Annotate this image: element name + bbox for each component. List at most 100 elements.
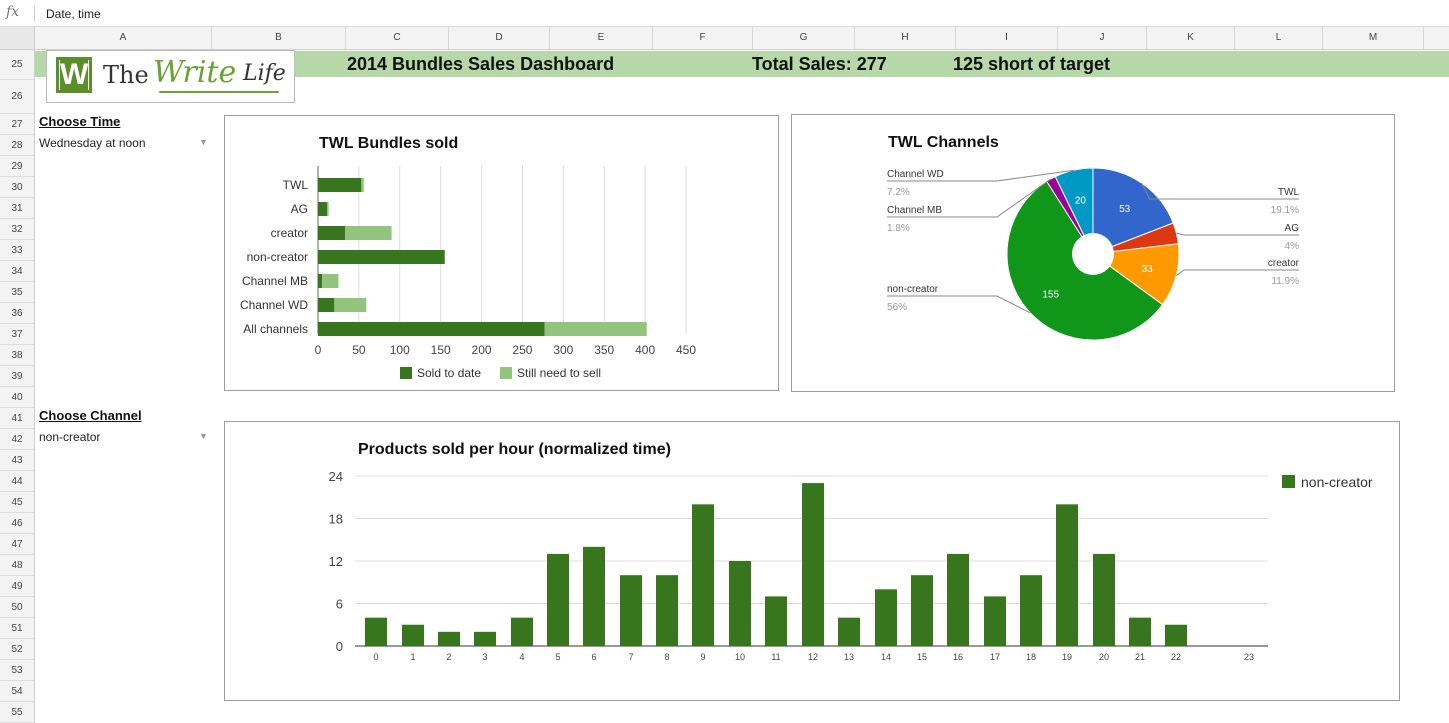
row-header-43[interactable]: 43 [0, 450, 34, 471]
logo-mark: W [56, 57, 92, 93]
bar-sold-to-date [318, 202, 327, 216]
bar-still-need-to-sell [344, 226, 392, 240]
hour-bar [656, 575, 678, 646]
row-header-36[interactable]: 36 [0, 303, 34, 324]
y-tick-label: 24 [329, 469, 343, 484]
x-tick-label: 6 [591, 652, 596, 662]
row-header-45[interactable]: 45 [0, 492, 34, 513]
column-header-k[interactable]: K [1147, 27, 1235, 49]
column-header-i[interactable]: I [956, 27, 1058, 49]
column-header-h[interactable]: H [855, 27, 956, 49]
hour-bar [620, 575, 642, 646]
hour-bar [729, 561, 751, 646]
hour-bar [692, 504, 714, 646]
column-header-d[interactable]: D [449, 27, 550, 49]
category-label: TWL [283, 178, 309, 192]
column-header-g[interactable]: G [753, 27, 855, 49]
row-header-30[interactable]: 30 [0, 177, 34, 198]
row-header-40[interactable]: 40 [0, 387, 34, 408]
formula-input[interactable]: Date, time [46, 7, 101, 21]
x-tick-label: 300 [553, 343, 573, 357]
row-header-37[interactable]: 37 [0, 324, 34, 345]
select-all-corner[interactable] [0, 27, 35, 49]
row-header-33[interactable]: 33 [0, 240, 34, 261]
time-select[interactable]: Wednesday at noon [39, 136, 146, 150]
row-header-26[interactable]: 26 [0, 80, 34, 114]
row-header-53[interactable]: 53 [0, 660, 34, 681]
row-header-49[interactable]: 49 [0, 576, 34, 597]
x-tick-label: 200 [472, 343, 492, 357]
products-per-hour-chart[interactable]: Products sold per hour (normalized time)… [224, 421, 1400, 701]
pie-legend-label: creator [1268, 258, 1300, 269]
pie-legend-label: non-creator [887, 284, 939, 295]
channels-pie-chart[interactable]: TWL Channels 53 33 155 20 TWL 19.1% AG 4% creator… [791, 114, 1395, 392]
channel-select[interactable]: non-creator [39, 430, 101, 444]
leader-line [1175, 269, 1299, 277]
hour-bar [1020, 575, 1042, 646]
row-header-52[interactable]: 52 [0, 639, 34, 660]
row-header-41[interactable]: 41 [0, 408, 34, 429]
row-header-25[interactable]: 25 [0, 50, 34, 80]
row-header-55[interactable]: 55 [0, 702, 34, 723]
hour-bar [1056, 504, 1078, 646]
pie-legend-label: AG [1285, 223, 1300, 234]
row-header-48[interactable]: 48 [0, 555, 34, 576]
leader-line [887, 295, 1031, 314]
hour-bar [438, 631, 460, 646]
row-header-46[interactable]: 46 [0, 513, 34, 534]
row-header-39[interactable]: 39 [0, 366, 34, 387]
column-header-e[interactable]: E [550, 27, 653, 49]
row-header-50[interactable]: 50 [0, 597, 34, 618]
x-tick-label: 13 [844, 652, 854, 662]
legend-label: non-creator [1301, 474, 1373, 490]
row-header-42[interactable]: 42 [0, 429, 34, 450]
column-header-l[interactable]: L [1235, 27, 1323, 49]
category-label: All channels [243, 322, 308, 336]
row-header-27[interactable]: 27 [0, 114, 34, 135]
bar-still-need-to-sell [361, 178, 364, 192]
row-header-51[interactable]: 51 [0, 618, 34, 639]
legend-swatch [400, 367, 412, 379]
row-header-28[interactable]: 28 [0, 135, 34, 156]
y-tick-label: 6 [336, 597, 343, 612]
y-tick-label: 12 [329, 554, 343, 569]
row-header-54[interactable]: 54 [0, 681, 34, 702]
row-header-47[interactable]: 47 [0, 534, 34, 555]
row-headers: 25 26 27 28 29 30 31 32 33 34 35 36 37 38 39 40 41 42 43 44… [0, 50, 35, 723]
category-label: non-creator [247, 250, 308, 264]
bar-still-need-to-sell [544, 322, 647, 336]
x-tick-label: 21 [1135, 652, 1145, 662]
row-header-29[interactable]: 29 [0, 156, 34, 177]
row-header-32[interactable]: 32 [0, 219, 34, 240]
channels-pie-svg: TWL Channels 53 33 155 20 TWL 19.1% AG 4% creator… [887, 134, 1300, 341]
row-header-31[interactable]: 31 [0, 198, 34, 219]
row-header-35[interactable]: 35 [0, 282, 34, 303]
row-header-44[interactable]: 44 [0, 471, 34, 492]
y-tick-label: 0 [336, 639, 343, 654]
hour-bar [1129, 617, 1151, 646]
time-dropdown-chevron-icon[interactable]: ▼ [199, 137, 208, 147]
column-header-a[interactable]: A [35, 27, 212, 49]
pie-legend-percent: 11.9% [1271, 276, 1299, 287]
pie-slice-creator [1091, 243, 1180, 306]
column-header-b[interactable]: B [212, 27, 346, 49]
the-write-life-logo: W The Write Life [46, 50, 295, 103]
products-per-hour-svg: Products sold per hour (normalized time)… [329, 441, 1373, 662]
column-header-j[interactable]: J [1058, 27, 1147, 49]
column-header-m[interactable]: M [1323, 27, 1424, 49]
row-header-38[interactable]: 38 [0, 345, 34, 366]
bundles-sold-chart[interactable]: TWL Bundles sold 0 50 100 150 200 250 300 350 400… [224, 115, 779, 391]
column-header-f[interactable]: F [653, 27, 753, 49]
row-header-34[interactable]: 34 [0, 261, 34, 282]
legend-swatch [1282, 475, 1295, 488]
x-tick-label: 7 [628, 652, 633, 662]
slice-value-label: 53 [1119, 204, 1131, 215]
channel-dropdown-chevron-icon[interactable]: ▼ [199, 431, 208, 441]
choose-channel-label: Choose Channel [39, 408, 142, 423]
chart-title: Products sold per hour (normalized time) [358, 441, 671, 458]
column-header-c[interactable]: C [346, 27, 449, 49]
hour-bar [583, 546, 605, 646]
bar-sold-to-date [318, 226, 345, 240]
short-of-target: 125 short of target [953, 54, 1111, 74]
